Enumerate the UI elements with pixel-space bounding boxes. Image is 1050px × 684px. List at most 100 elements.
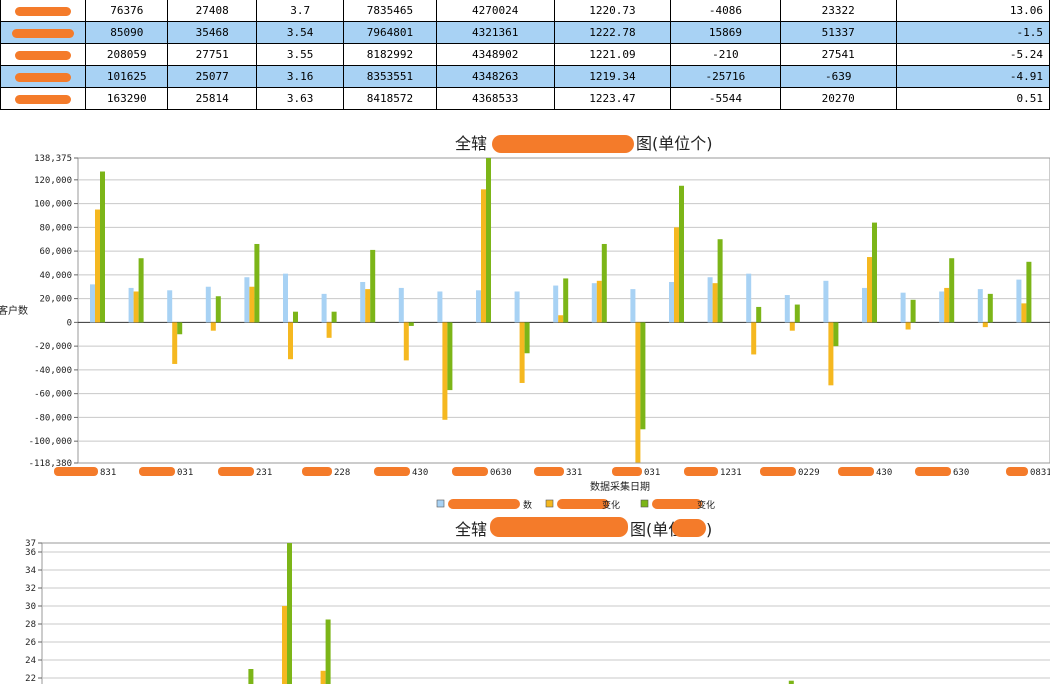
- table-cell: 1221.09: [553, 43, 672, 66]
- table-row: 76376 27408 3.7 7835465 4270024 1220.73 -4086 2…: [0, 0, 1050, 22]
- redaction-mark: [15, 6, 72, 16]
- chart1-bar-series3: [100, 171, 105, 323]
- chart1-title-right: 图(单位个): [636, 134, 713, 153]
- chart1-x-tick-label: 031: [177, 468, 193, 478]
- chart1-x-tick-label: 0630: [490, 468, 512, 478]
- chart1-bar-series3: [833, 322, 839, 347]
- chart1-legend-redaction: [448, 499, 520, 509]
- chart1-bar-series3: [370, 249, 376, 323]
- chart1-bar-series1: [746, 273, 752, 323]
- chart1-legend-swatch: [545, 499, 554, 508]
- chart1-legend-label: 变化: [697, 499, 715, 511]
- chart1-bar-series1: [900, 292, 906, 323]
- table-cell: 101625: [85, 65, 169, 88]
- chart1-bar-series2: [326, 322, 332, 338]
- table-cell: 4270024: [435, 0, 555, 22]
- chart1-x-tick-redaction: [1006, 467, 1028, 476]
- chart1-bar-series3: [563, 278, 569, 323]
- chart1-bar-series1: [553, 285, 559, 323]
- chart2-y-tick-label: 26: [25, 638, 36, 648]
- chart1-y-tick-label: 120,000: [34, 176, 72, 186]
- chart1-legend-swatch: [436, 499, 445, 508]
- table-row: 208059 27751 3.55 8182992 4348902 1221.09 -210…: [0, 43, 1050, 66]
- chart1-legend-label: 数: [523, 499, 532, 511]
- table-cell: 8418572: [343, 87, 437, 110]
- table-cell: 85090: [85, 21, 169, 44]
- redacted-cell: [0, 0, 87, 22]
- chart1-bar-series2: [288, 322, 293, 360]
- chart2-bar-series3: [248, 669, 254, 684]
- chart1-bar-series2: [751, 322, 757, 355]
- chart1-bar-series2: [789, 322, 795, 331]
- table-cell: 20270: [779, 87, 897, 110]
- chart1-bar-series2: [905, 322, 911, 330]
- table-cell: 25814: [167, 87, 258, 110]
- chart1-y-tick-label: -118,380: [29, 459, 72, 469]
- chart1-bar-series1: [707, 277, 713, 323]
- chart1-bar-series3: [138, 258, 144, 323]
- table-cell: 4348902: [435, 43, 555, 66]
- chart2-title-left: 全辖: [455, 520, 487, 539]
- redacted-cell: [0, 21, 87, 44]
- chart1-bar-series3: [331, 311, 337, 323]
- chart1-x-tick-label: 231: [256, 468, 272, 478]
- chart1-bar-series1: [321, 293, 327, 323]
- chart2-y-tick-label: 22: [25, 674, 36, 684]
- chart1-bar-series2: [442, 322, 448, 420]
- chart1-bar-series2: [674, 227, 679, 323]
- table-cell: -5544: [670, 87, 781, 110]
- chart1-bar-series1: [862, 287, 867, 323]
- chart1-x-tick-redaction: [302, 467, 332, 476]
- chart1-bar-series3: [872, 222, 877, 323]
- chart1-bar-series1: [784, 295, 790, 323]
- table-cell: -25716: [670, 65, 781, 88]
- chart2-title-redaction-2: [672, 519, 706, 537]
- table-cell: 208059: [85, 43, 169, 66]
- chart1-bar-series1: [205, 286, 211, 323]
- chart1-bar-series3: [524, 322, 530, 354]
- chart1-bar-series2: [403, 322, 409, 361]
- chart1-bar-series1: [283, 273, 288, 323]
- chart2-y-tick-label: 30: [25, 602, 36, 612]
- chart1-x-tick-label: 331: [566, 468, 582, 478]
- redaction-mark: [15, 50, 72, 60]
- chart1-x-tick-redaction: [534, 467, 564, 476]
- chart1-bar-series1: [514, 291, 520, 323]
- chart1-bar-series3: [679, 185, 684, 323]
- chart1-bar-series2: [365, 289, 371, 323]
- table-cell: -5.24: [895, 43, 1050, 66]
- chart1-x-tick-label: 1231: [720, 468, 742, 478]
- chart1-bar-series3: [601, 243, 607, 323]
- table-cell: 1222.78: [553, 21, 672, 44]
- chart1-bar-series1: [669, 281, 674, 323]
- chart1-bar-series1: [244, 277, 250, 323]
- chart1-bar-series1: [476, 290, 481, 323]
- chart1-bar-series2: [635, 322, 641, 463]
- table-cell: -639: [779, 65, 897, 88]
- table-cell: 8182992: [343, 43, 437, 66]
- chart1-x-tick-redaction: [139, 467, 175, 476]
- chart2-y-tick-label: 24: [25, 656, 36, 666]
- chart1-bar-series3: [254, 243, 260, 323]
- chart1-x-tick-redaction: [838, 467, 874, 476]
- chart1-x-tick-redaction: [452, 467, 488, 476]
- chart1-bar-series1: [398, 287, 404, 323]
- chart1-bar-series2: [596, 280, 602, 323]
- chart1-y-tick-label: -80,000: [34, 413, 72, 423]
- chart2-bar-series3: [287, 543, 292, 684]
- chart1-bar-series1: [128, 287, 134, 323]
- chart1-x-tick-label: 031: [644, 468, 660, 478]
- chart1-bar-series2: [210, 322, 216, 331]
- chart1-legend-swatch: [640, 499, 649, 508]
- chart1-bar-series2: [982, 322, 988, 328]
- chart1-bar-series3: [215, 296, 221, 323]
- chart1-bar-series3: [408, 322, 414, 326]
- data-table: 76376 27408 3.7 7835465 4270024 1220.73 -4086 2…: [0, 0, 1050, 110]
- chart2-title-end: ): [706, 520, 712, 539]
- chart2-title-redaction-1: [490, 517, 628, 537]
- chart1-x-tick-redaction: [915, 467, 951, 476]
- table-cell: 13.06: [895, 0, 1050, 22]
- chart1-x-tick-redaction: [760, 467, 796, 476]
- chart2-bar-series2: [320, 670, 326, 684]
- chart1-y-tick-label: -20,000: [34, 342, 72, 352]
